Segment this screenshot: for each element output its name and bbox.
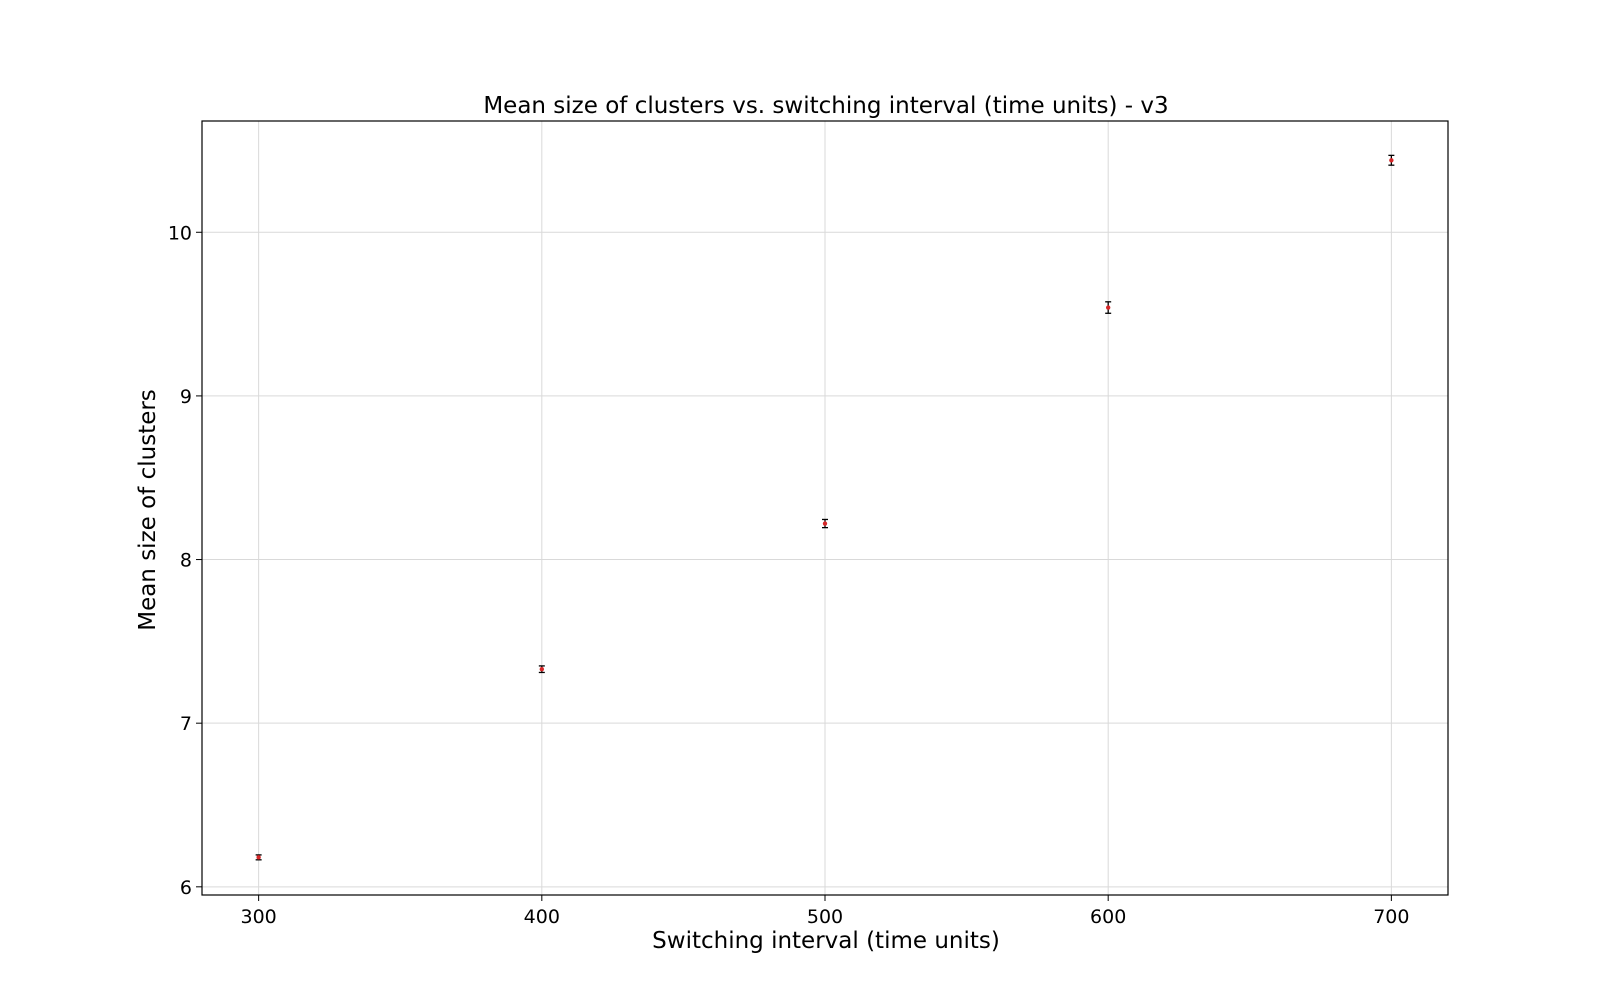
y-axis-label: Mean size of clusters bbox=[135, 389, 161, 631]
data-point bbox=[1389, 158, 1394, 163]
y-tick-label: 10 bbox=[168, 222, 192, 244]
x-tick-label: 400 bbox=[524, 906, 560, 928]
ticks-layer: 300 400 500 600 700 6 7 8 9 10 bbox=[168, 222, 1410, 928]
y-tick-label: 9 bbox=[180, 386, 192, 408]
chart-title: Mean size of clusters vs. switching inte… bbox=[483, 93, 1168, 119]
data-point bbox=[1105, 305, 1111, 310]
x-tick-label: 600 bbox=[1090, 906, 1126, 928]
y-tick-label: 8 bbox=[180, 550, 192, 572]
y-tick-label: 6 bbox=[180, 877, 192, 899]
x-tick-label: 300 bbox=[241, 906, 277, 928]
marks-layer bbox=[255, 154, 1395, 861]
data-point bbox=[256, 855, 261, 860]
x-axis-label: Switching interval (time units) bbox=[652, 928, 1000, 954]
grid-layer bbox=[202, 121, 1448, 895]
data-point bbox=[822, 521, 828, 526]
x-tick-label: 700 bbox=[1373, 906, 1409, 928]
y-tick-label: 7 bbox=[180, 713, 192, 735]
data-point bbox=[539, 666, 545, 672]
x-tick-label: 500 bbox=[807, 906, 843, 928]
